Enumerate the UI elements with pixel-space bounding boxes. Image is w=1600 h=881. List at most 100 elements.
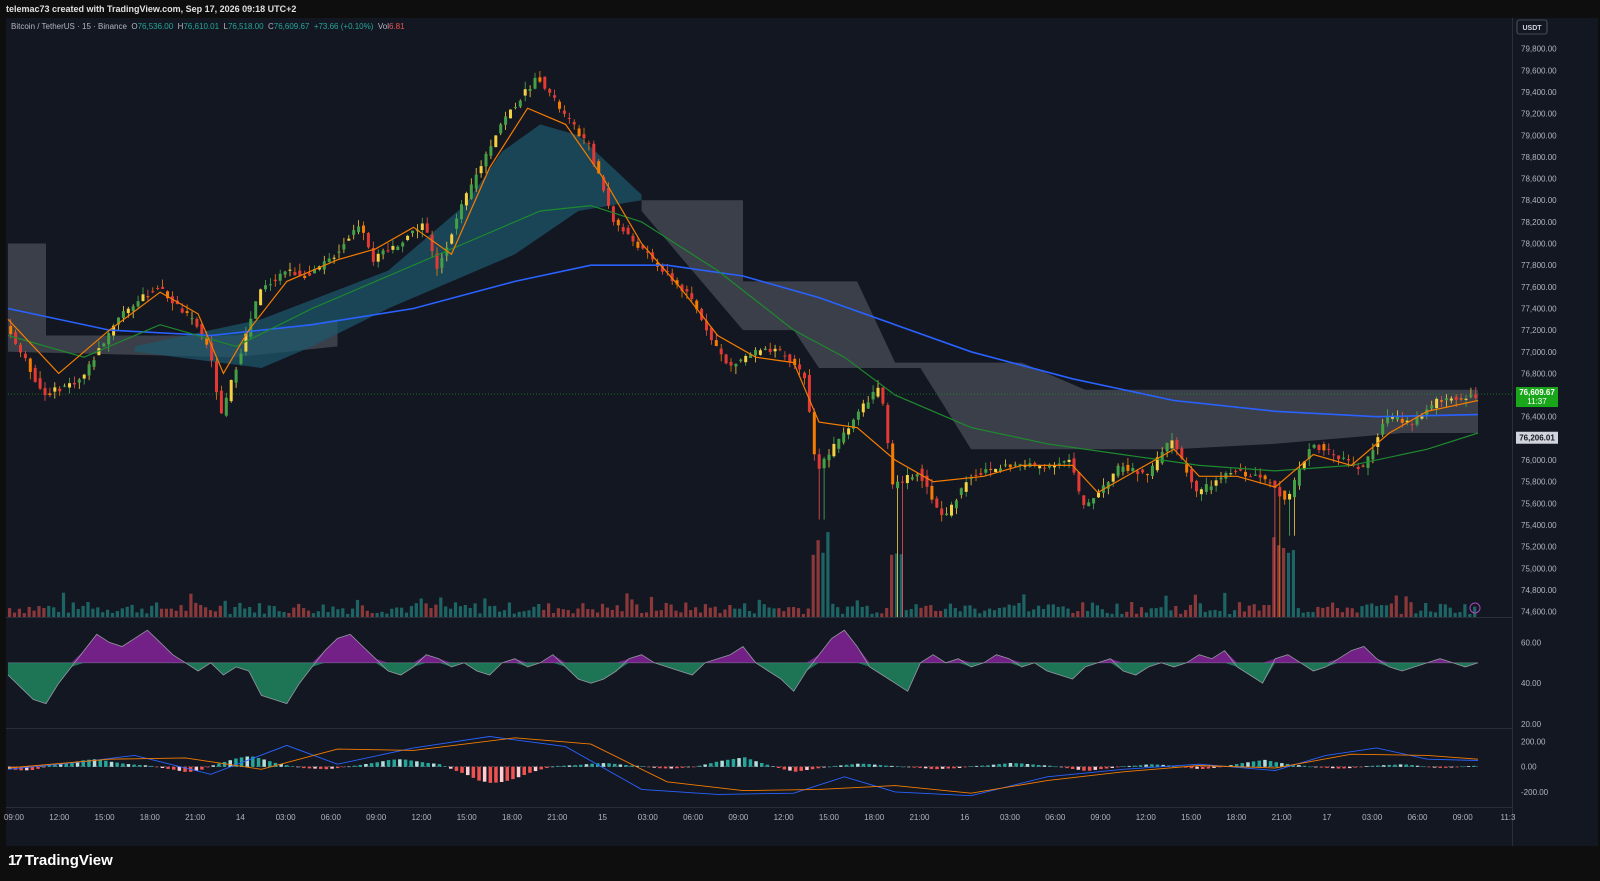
macd-histogram-bar — [986, 765, 990, 767]
macd-histogram-bar — [720, 760, 724, 767]
macd-histogram-bar — [1415, 765, 1420, 767]
candle-body — [48, 393, 52, 396]
candle-body — [945, 513, 949, 516]
macd-histogram-bar — [799, 766, 803, 771]
volume-bar — [52, 607, 56, 617]
candle-body — [283, 271, 287, 275]
volume-bar — [400, 607, 404, 617]
macd-histogram-bar — [358, 764, 362, 767]
candle-body — [1386, 416, 1390, 424]
volume-bar — [551, 613, 556, 617]
candle-body — [1190, 469, 1194, 483]
candle-body — [940, 508, 944, 516]
macd-histogram-bar — [1263, 759, 1267, 767]
candle-body — [219, 390, 223, 414]
macd-histogram-bar — [618, 764, 623, 767]
candle-body — [1322, 444, 1326, 451]
macd-histogram-bar — [680, 766, 685, 768]
volume-bar — [1404, 596, 1408, 617]
candle-body — [749, 353, 753, 358]
volume-bar — [1433, 612, 1438, 617]
volume-bar — [561, 609, 565, 617]
volume-bar — [1041, 609, 1046, 617]
macd-histogram-bar — [268, 761, 272, 767]
volume-bar — [267, 605, 271, 617]
candle-body — [1273, 480, 1277, 488]
macd-histogram-bar — [194, 766, 199, 771]
osc-tick-label: 40.00 — [1521, 679, 1542, 688]
candle-body — [827, 454, 831, 461]
macd-histogram-bar — [381, 761, 385, 767]
candle-body — [1258, 474, 1262, 478]
volume-bar — [831, 603, 835, 617]
macd-histogram-bar — [1087, 766, 1092, 771]
volume-bar — [458, 606, 462, 617]
volume-bar — [375, 613, 379, 617]
volume-bar — [1375, 606, 1379, 617]
volume-bar — [1257, 610, 1261, 617]
volume-bar — [106, 609, 110, 617]
macd-histogram-bar — [805, 766, 809, 770]
candle-body — [523, 89, 527, 96]
macd-histogram-bar — [183, 766, 187, 772]
candle-body — [807, 375, 811, 412]
volume-bar — [395, 607, 399, 617]
macd-histogram-bar — [726, 759, 730, 767]
volume-bar — [816, 540, 820, 617]
volume-bar — [679, 612, 683, 617]
volume-bar — [914, 604, 918, 617]
macd-histogram-bar — [1212, 766, 1216, 768]
volume-bar — [929, 605, 933, 617]
macd-histogram-bar — [347, 766, 351, 768]
flash-icon — [1469, 602, 1481, 614]
macd-histogram-bar — [1421, 766, 1425, 768]
volume-bar — [1174, 606, 1178, 617]
volume-bar — [1115, 603, 1119, 617]
volume-bar — [1179, 613, 1183, 617]
osc-tick-label: 20.00 — [1521, 720, 1542, 729]
candle-body — [1013, 464, 1017, 466]
volume-bar — [468, 608, 472, 617]
macd-histogram-bar — [935, 766, 939, 770]
volume-bar — [978, 613, 982, 617]
candle-body — [1337, 455, 1341, 460]
macd-histogram-bar — [1376, 765, 1380, 767]
volume-bar — [414, 603, 418, 617]
volume-bar — [390, 608, 394, 617]
candle-body — [1052, 465, 1056, 468]
macd-histogram-bar — [1121, 766, 1126, 767]
macd-histogram-bar — [923, 766, 928, 769]
macd-histogram-bar — [839, 765, 843, 767]
volume-bar — [1164, 595, 1168, 617]
price-tick-label: 78,000.00 — [1521, 240, 1557, 249]
candle-body — [910, 477, 914, 480]
macd-histogram-bar — [386, 760, 391, 767]
candle-body — [562, 110, 566, 114]
macd-histogram-bar — [313, 766, 317, 769]
volume-bar — [424, 603, 428, 617]
cloud-grey-1 — [641, 200, 1478, 450]
candle-body — [1464, 398, 1468, 400]
volume-bar — [150, 605, 154, 617]
candle-body — [680, 284, 684, 291]
volume-bar — [924, 605, 928, 617]
legend-high-label: H — [177, 22, 184, 31]
candle-body — [293, 272, 297, 276]
volume-bar — [1247, 605, 1251, 617]
volume-bar — [248, 607, 252, 617]
volume-bar — [654, 610, 658, 617]
macd-histogram-bar — [709, 763, 713, 767]
volume-bar — [939, 610, 943, 617]
volume-bar — [1419, 610, 1423, 617]
candle-body — [1180, 448, 1184, 459]
brand-logo[interactable]: 17 TradingView — [8, 852, 113, 869]
price-tick-label: 76,400.00 — [1521, 413, 1557, 422]
candle-body — [847, 428, 851, 435]
candle-body — [1356, 466, 1360, 469]
macd-histogram-bar — [1144, 764, 1148, 767]
candle-body — [210, 342, 214, 361]
candle-body — [259, 289, 263, 306]
candle-body — [455, 218, 459, 229]
volume-bar — [537, 604, 541, 617]
